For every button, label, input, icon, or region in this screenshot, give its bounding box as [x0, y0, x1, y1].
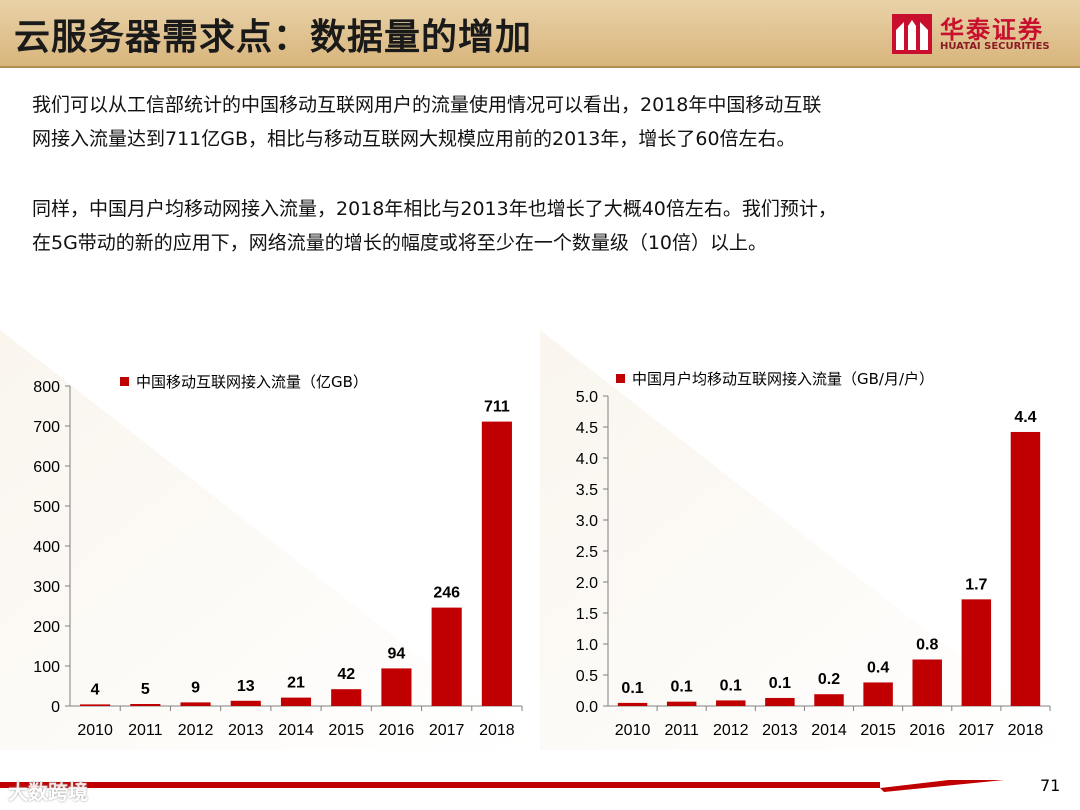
- paragraph-1-line-2: 网接入流量达到711亿GB，相比与移动互联网大规模应用前的2013年，增长了60…: [32, 128, 796, 150]
- watermark-text: 大数跨境: [8, 780, 88, 804]
- y-tick-label: 600: [33, 459, 60, 476]
- brand-logo: 华泰证券 HUATAI SECURITIES: [890, 10, 1070, 60]
- y-tick-label: 500: [33, 499, 60, 516]
- bar: [280, 697, 312, 706]
- data-label: 0.8: [916, 637, 938, 654]
- y-tick-label: 800: [33, 379, 60, 396]
- bar: [912, 659, 942, 706]
- data-label: 4: [91, 681, 100, 698]
- chart-monthly-traffic-per-user: 0.0 0.5 1.0 1.5 2.0 2.5 3.0 3.5 4.0 4.5 5.0 0.1 2010…: [576, 370, 1051, 739]
- footer-decoration: [0, 780, 1004, 792]
- page-title: 云服务器需求点：数据量的增加: [14, 17, 533, 58]
- x-tick-label: 2016: [909, 722, 945, 739]
- header-bar: 云服务器需求点：数据量的增加 华泰证券 HUATAI SECURITIES: [0, 0, 1080, 68]
- x-tick-label: 2016: [379, 722, 415, 739]
- x-tick-label: 2015: [328, 722, 364, 739]
- page-number: 71: [1040, 776, 1061, 795]
- legend-swatch: [616, 374, 625, 383]
- data-label: 0.1: [621, 680, 643, 697]
- data-label: 42: [337, 666, 355, 683]
- bar: [961, 599, 992, 706]
- legend-label: 中国移动互联网接入流量（亿GB）: [136, 373, 368, 391]
- bar: [80, 704, 111, 706]
- brand-name-en: HUATAI SECURITIES: [940, 41, 1050, 52]
- y-tick-label: 0: [51, 699, 60, 716]
- bar: [130, 704, 161, 706]
- y-tick-label: 100: [33, 659, 60, 676]
- y-tick-label: 3.0: [576, 513, 598, 530]
- y-tick-label: 0.0: [576, 699, 598, 716]
- chart-mobile-internet-traffic: 0 100 200 300 400 500 600 700 800 4 2010 5 2011 9 2012…: [33, 373, 523, 739]
- bar: [814, 694, 844, 706]
- data-label: 711: [484, 399, 510, 416]
- x-tick-label: 2018: [479, 722, 515, 739]
- bar: [1010, 431, 1041, 706]
- y-tick-label: 700: [33, 419, 60, 436]
- data-label: 0.1: [720, 677, 742, 694]
- y-tick-label: 3.5: [576, 482, 598, 499]
- paragraph-2-line-1: 同样，中国月户均移动网接入流量，2018年相比与2013年也增长了大概40倍左右…: [32, 198, 837, 220]
- data-label: 9: [191, 679, 200, 696]
- data-label: 94: [388, 645, 406, 662]
- data-label: 0.4: [867, 659, 889, 676]
- data-label: 1.7: [965, 576, 987, 593]
- bar: [716, 700, 746, 706]
- bar: [617, 702, 648, 706]
- legend-swatch: [120, 377, 129, 386]
- y-tick-label: 4.5: [576, 420, 598, 437]
- x-tick-label: 2018: [1008, 722, 1044, 739]
- x-tick-label: 2010: [77, 722, 113, 739]
- paragraph-1-line-1: 我们可以从工信部统计的中国移动互联网用户的流量使用情况可以看出，2018年中国移…: [32, 94, 822, 116]
- x-tick-label: 2015: [860, 722, 896, 739]
- y-tick-label: 300: [33, 579, 60, 596]
- y-tick-label: 4.0: [576, 451, 598, 468]
- bar: [765, 697, 795, 706]
- data-label: 21: [287, 675, 305, 692]
- background-decoration: [0, 330, 1080, 750]
- brand-name-cn: 华泰证券: [940, 16, 1044, 44]
- y-tick-label: 2.5: [576, 544, 598, 561]
- legend-label: 中国月户均移动互联网接入流量（GB/月/户）: [632, 370, 934, 388]
- data-label: 0.2: [818, 671, 840, 688]
- bar: [863, 682, 893, 706]
- x-tick-label: 2017: [959, 722, 995, 739]
- bar: [431, 607, 462, 706]
- y-tick-label: 1.5: [576, 606, 598, 623]
- data-label: 5: [141, 681, 150, 698]
- x-tick-label: 2013: [762, 722, 798, 739]
- y-tick-label: 5.0: [576, 389, 598, 406]
- y-tick-label: 2.0: [576, 575, 598, 592]
- y-tick-label: 400: [33, 539, 60, 556]
- bar: [331, 689, 362, 706]
- y-tick-label: 1.0: [576, 637, 598, 654]
- huatai-logo-icon: [892, 14, 932, 54]
- x-tick-label: 2014: [278, 722, 314, 739]
- x-tick-label: 2010: [615, 722, 651, 739]
- bar: [180, 702, 211, 706]
- bar: [230, 700, 261, 706]
- x-tick-label: 2012: [178, 722, 214, 739]
- data-label: 0.1: [769, 675, 791, 692]
- x-tick-label: 2011: [128, 722, 163, 739]
- bar: [481, 421, 512, 706]
- x-tick-label: 2013: [228, 722, 264, 739]
- x-tick-label: 2014: [811, 722, 847, 739]
- data-label: 246: [433, 585, 460, 602]
- data-label: 13: [237, 678, 255, 695]
- y-tick-label: 0.5: [576, 668, 598, 685]
- data-label: 0.1: [671, 679, 693, 696]
- y-tick-label: 200: [33, 619, 60, 636]
- x-tick-label: 2017: [429, 722, 465, 739]
- paragraph-2-line-2: 在5G带动的新的应用下，网络流量的增长的幅度或将至少在一个数量级（10倍）以上。: [32, 232, 767, 254]
- x-tick-label: 2012: [713, 722, 749, 739]
- bar: [381, 668, 412, 706]
- x-tick-label: 2011: [664, 722, 699, 739]
- bar: [666, 701, 697, 706]
- data-label: 4.4: [1014, 409, 1036, 426]
